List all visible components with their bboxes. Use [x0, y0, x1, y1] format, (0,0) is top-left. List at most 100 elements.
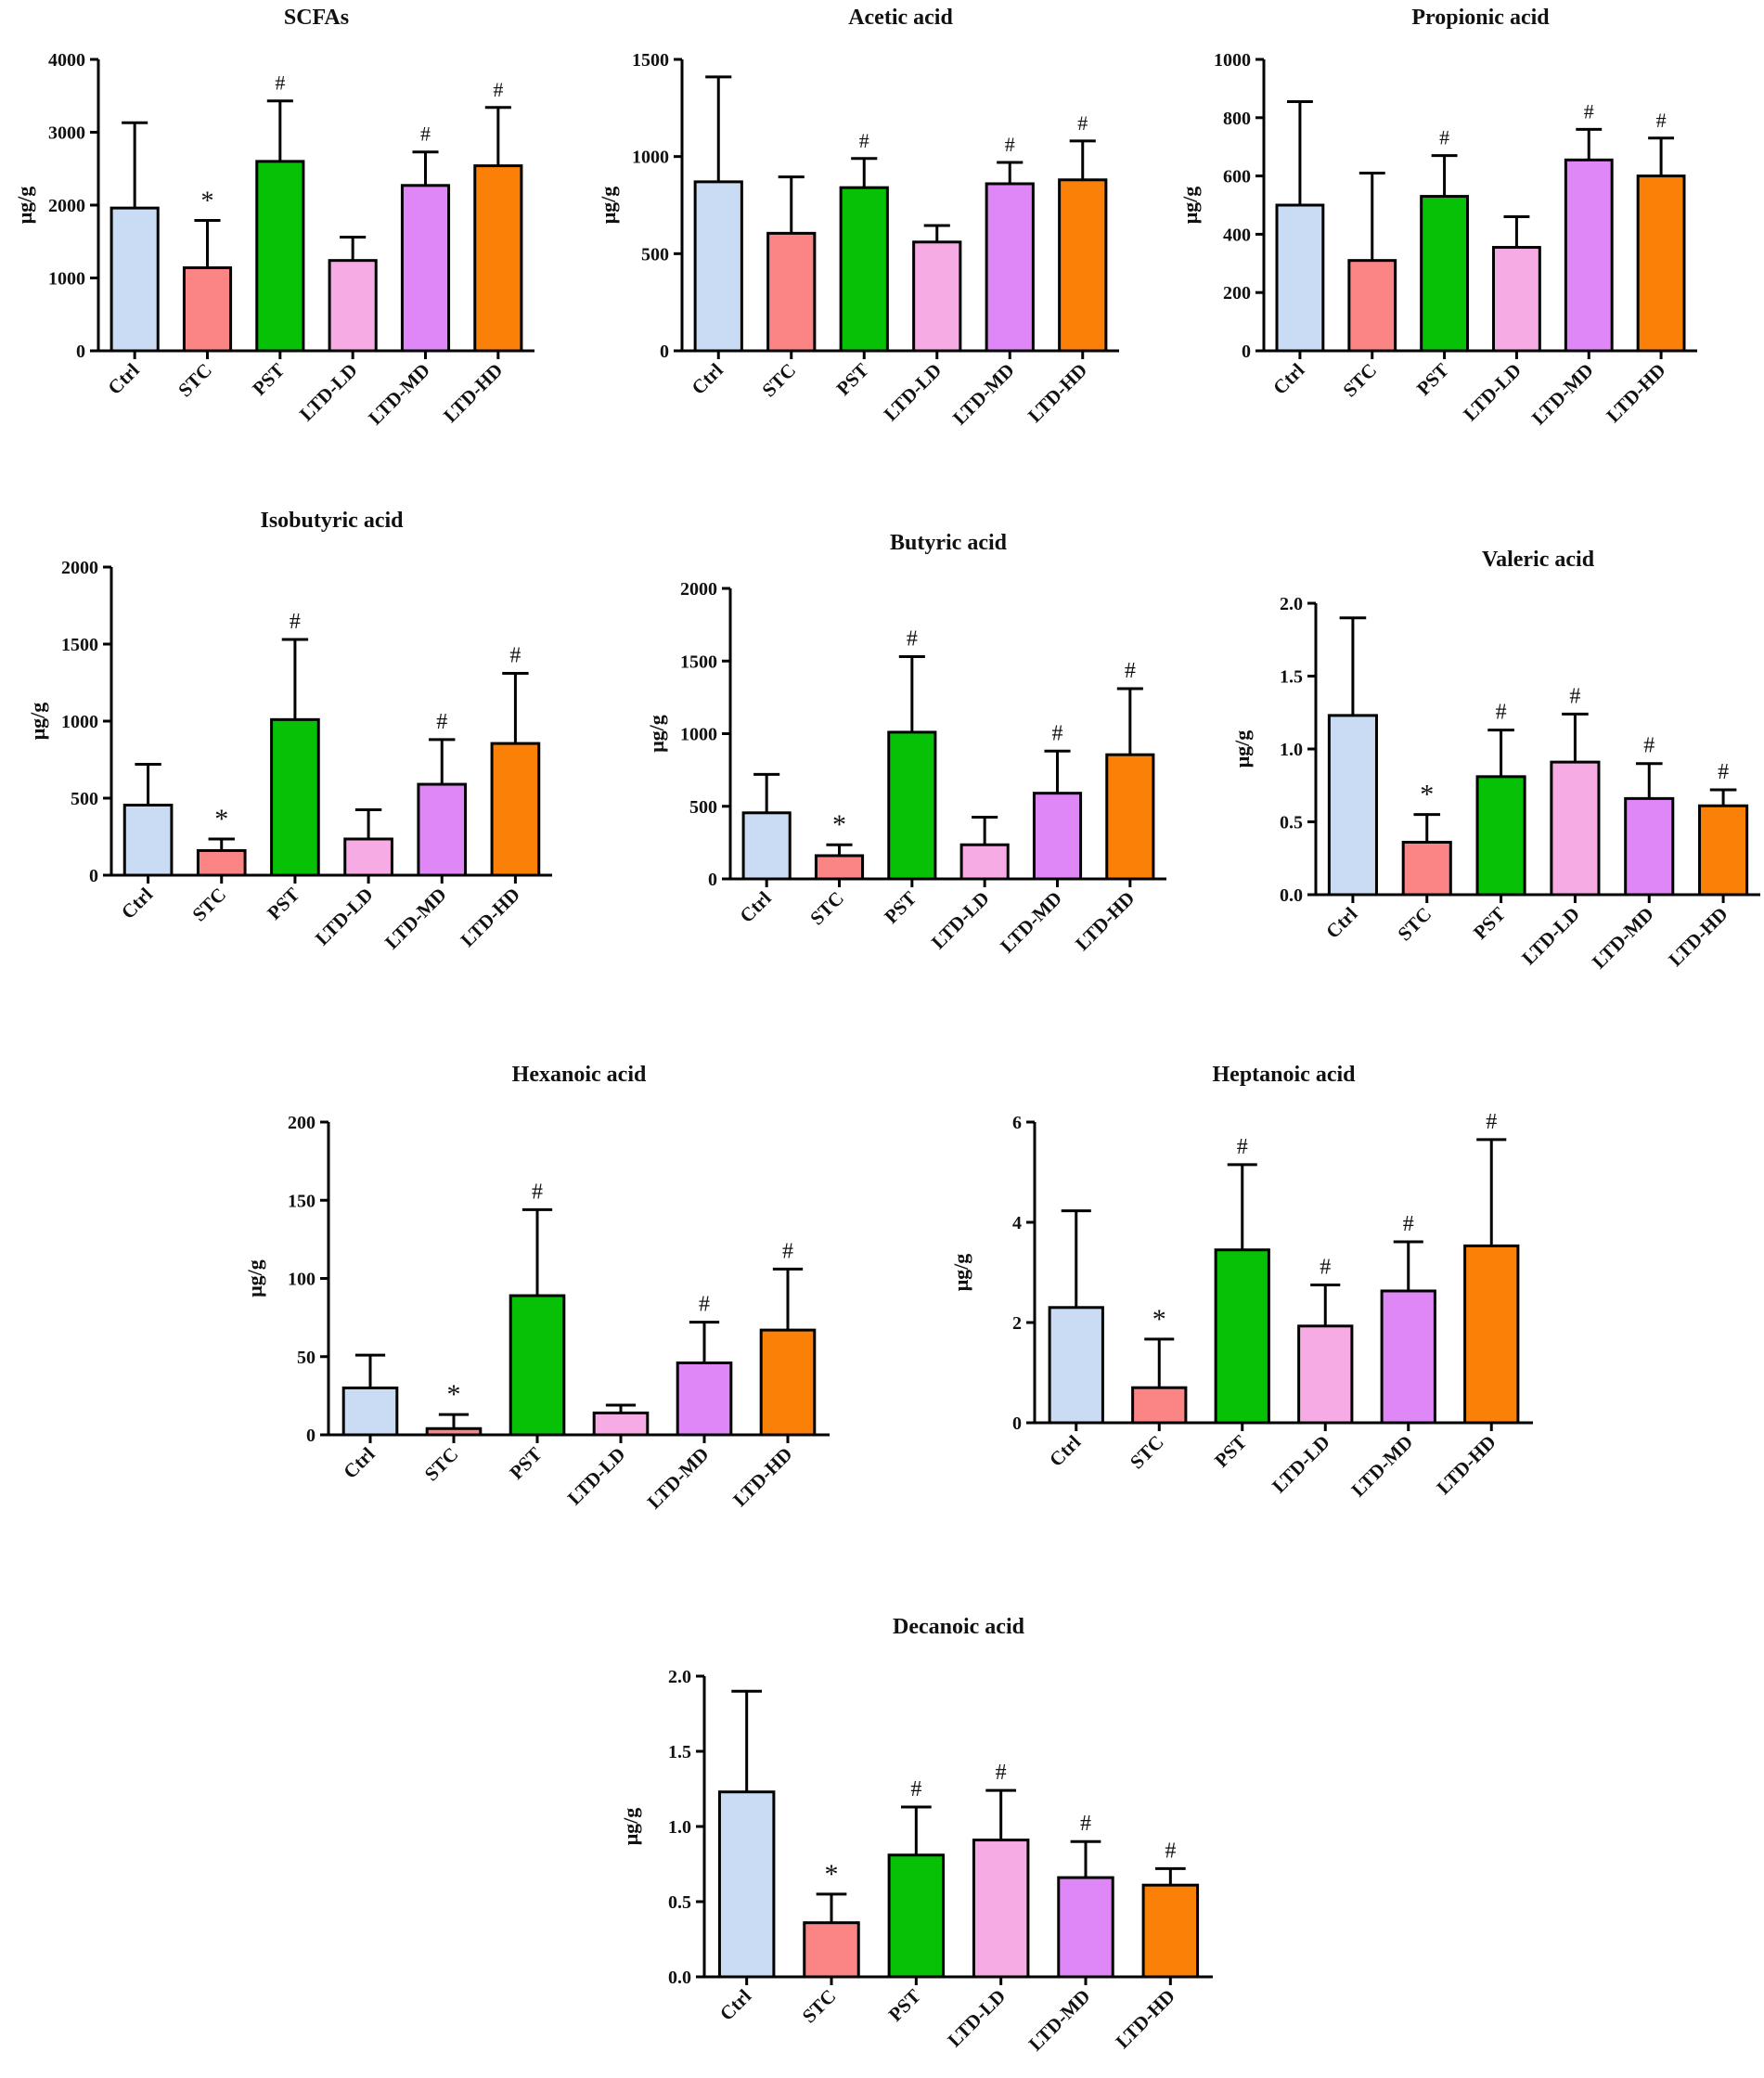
significance-marker: * [1420, 780, 1434, 810]
bar-ltd-ld [343, 837, 393, 877]
significance-marker: # [509, 644, 521, 668]
y-axis-label: μg/g [1230, 730, 1254, 768]
y-axis-label: μg/g [619, 1808, 642, 1846]
significance-marker: # [1718, 760, 1729, 784]
bar-ltd-hd [1058, 178, 1108, 353]
significance-marker: # [1486, 1110, 1497, 1134]
significance-marker: # [1584, 99, 1594, 123]
y-tick-label: 0.5 [668, 1892, 691, 1913]
x-tick-label: PST [884, 1985, 925, 2026]
y-tick-label: 0.0 [1280, 885, 1303, 906]
x-tick-label: LTD-MD [1346, 1431, 1417, 1502]
significance-marker: # [1125, 659, 1136, 683]
significance-marker: # [1643, 734, 1655, 758]
y-tick-label: 0 [1012, 1413, 1022, 1434]
x-tick-label: Ctrl [687, 358, 727, 398]
x-tick-label: LTD-LD [1268, 1431, 1334, 1498]
y-axis-label: μg/g [645, 715, 668, 753]
bar-ctrl [1327, 714, 1378, 897]
bar-ltd-ld [959, 843, 1010, 881]
y-tick-label: 500 [689, 797, 717, 818]
x-tick-label: PST [1412, 359, 1453, 400]
bar-ltd-hd [1698, 804, 1749, 897]
bar-ltd-hd [490, 742, 541, 877]
chart-title: Propionic acid [1411, 6, 1550, 30]
bar-ltd-md [417, 782, 468, 877]
significance-marker: # [1005, 133, 1015, 156]
y-tick-label: 600 [1223, 167, 1251, 187]
x-tick-label: LTD-HD [728, 1443, 796, 1511]
bar-ctrl [1048, 1306, 1104, 1425]
bar-ctrl [341, 1386, 399, 1437]
significance-marker: * [825, 1859, 839, 1890]
chart-title: SCFAs [284, 6, 349, 30]
significance-marker: # [1165, 1839, 1176, 1863]
significance-marker: # [1439, 126, 1449, 149]
y-tick-label: 2000 [48, 196, 85, 216]
x-tick-label: STC [174, 359, 216, 402]
x-tick-label: PST [263, 884, 303, 924]
y-tick-label: 1000 [1214, 50, 1251, 71]
x-tick-label: PST [832, 359, 873, 400]
x-tick-label: LTD-MD [1024, 1985, 1095, 2056]
significance-marker: # [290, 610, 301, 634]
y-tick-label: 2.0 [1280, 594, 1303, 614]
y-tick-label: 1.5 [668, 1742, 691, 1762]
x-tick-label: STC [420, 1443, 463, 1486]
y-axis-label: μg/g [243, 1259, 266, 1297]
bar-ctrl [122, 803, 174, 877]
bar-pst [1475, 775, 1526, 897]
bar-pst [1420, 195, 1469, 353]
y-tick-label: 0 [89, 866, 98, 886]
x-tick-label: Ctrl [339, 1442, 379, 1482]
significance-marker: # [1656, 109, 1667, 132]
y-tick-label: 6 [1012, 1113, 1022, 1133]
y-tick-label: 1000 [61, 712, 98, 732]
x-tick-label: Ctrl [117, 883, 157, 923]
x-tick-label: Ctrl [735, 886, 775, 926]
x-tick-label: STC [805, 887, 848, 930]
significance-marker: # [996, 1761, 1007, 1785]
bar-ltd-ld [972, 1839, 1030, 1979]
x-tick-label: LTD-MD [380, 884, 451, 954]
bar-ctrl [693, 180, 743, 353]
y-tick-label: 0 [76, 342, 85, 362]
y-axis-label: μg/g [597, 187, 620, 225]
bar-ltd-md [400, 184, 451, 353]
significance-marker: # [699, 1293, 710, 1317]
x-tick-label: LTD-LD [880, 359, 946, 426]
significance-marker: # [1569, 684, 1580, 708]
bar-ltd-hd [1636, 174, 1686, 353]
bar-ltd-md [1380, 1289, 1436, 1425]
x-tick-label: STC [187, 884, 230, 926]
chart-title: Butyric acid [890, 531, 1008, 555]
x-tick-label: STC [1126, 1431, 1168, 1474]
chart-panel: Decanoic acid 0.0 0.5 1.0 1.5 2.0 μg/g Ctrl * STC… [619, 1615, 1213, 2055]
chart-panel: Valeric acid 0.0 0.5 1.0 1.5 2.0 μg/g Ctrl * STC #… [1230, 548, 1760, 973]
y-tick-label: 4 [1012, 1213, 1022, 1233]
significance-marker: # [1077, 111, 1088, 135]
bar-ltd-hd [473, 164, 523, 353]
x-tick-label: PST [1469, 903, 1510, 944]
bar-ltd-ld [912, 240, 962, 353]
significance-marker: * [447, 1379, 461, 1410]
y-tick-label: 1000 [680, 725, 717, 745]
bar-stc [814, 854, 865, 881]
bar-ltd-md [1057, 1876, 1114, 1979]
chart-title: Isobutyric acid [260, 509, 404, 533]
bar-stc [196, 848, 247, 877]
y-tick-label: 500 [71, 789, 98, 809]
significance-marker: # [859, 129, 869, 152]
y-tick-label: 4000 [48, 50, 85, 71]
significance-marker: # [910, 1777, 921, 1801]
bar-stc [425, 1426, 483, 1437]
y-tick-label: 1500 [680, 652, 717, 672]
bar-ltd-ld [592, 1411, 650, 1437]
significance-marker: * [214, 804, 228, 834]
bar-ltd-hd [1141, 1883, 1200, 1979]
y-tick-label: 2 [1012, 1313, 1022, 1334]
x-tick-label: LTD-HD [1024, 359, 1091, 427]
x-tick-label: LTD-MD [1588, 903, 1658, 974]
x-tick-label: LTD-MD [364, 359, 434, 430]
